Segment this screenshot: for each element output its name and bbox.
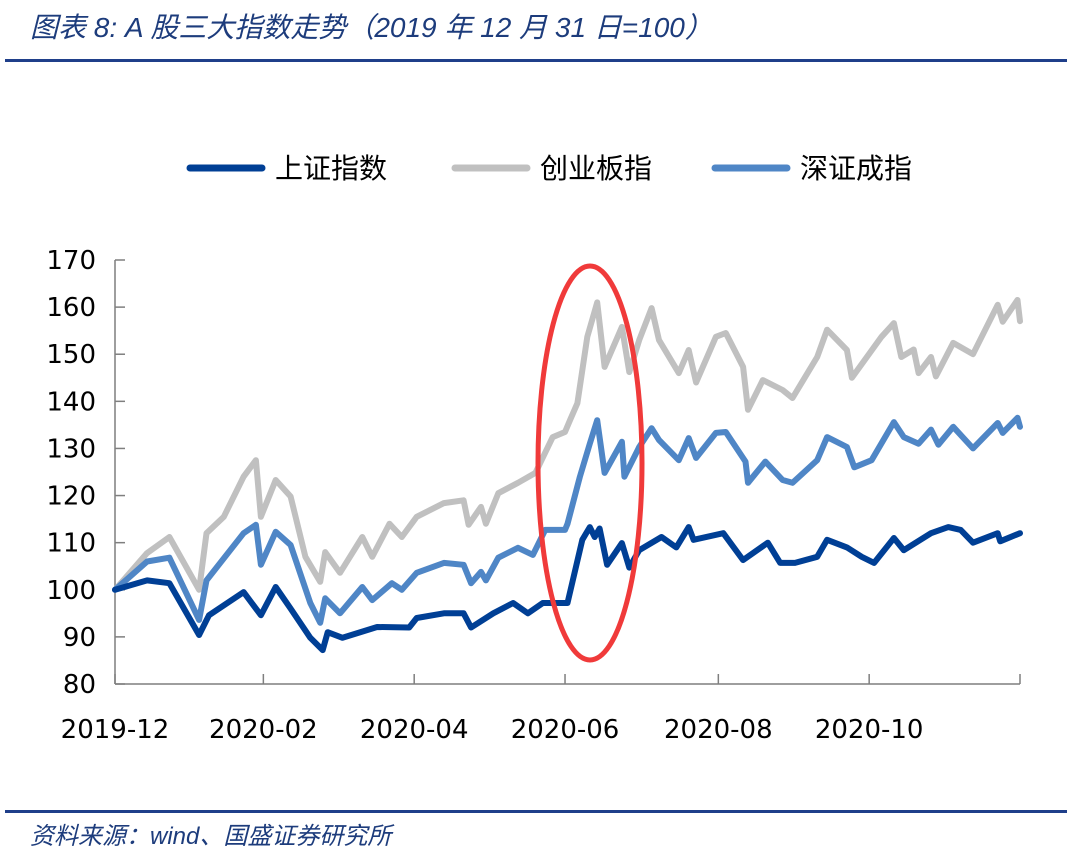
y-tick-label: 80 [63,670,96,700]
legend-label-0: 上证指数 [275,153,387,184]
series-line-1 [112,297,1023,593]
y-tick-label: 90 [63,623,96,653]
legend-label-1: 创业板指 [540,153,652,184]
chart-title: 图表 8: A 股三大指数走势（2019 年 12 月 31 日=100） [30,12,713,43]
x-tick-label: 2020-08 [664,715,773,745]
x-tick-label: 2020-06 [511,715,620,745]
axes: 80 90 100 110 120 130 140 150 160 170 2019-12 2020-… [46,246,1021,745]
y-tick-label: 170 [46,246,96,276]
y-tick-label: 140 [46,387,96,417]
y-tick-label: 150 [46,340,96,370]
y-tick-label: 120 [46,482,96,512]
legend-label-2: 深证成指 [800,153,912,184]
x-tick-label: 2020-04 [360,715,469,745]
x-tick-label: 2020-10 [815,715,924,745]
header-divider [5,59,1067,62]
source-note: 资料来源：wind、国盛证券研究所 [30,823,392,850]
x-tick-label: 2020-02 [209,715,318,745]
legend: 上证指数 创业板指 深证成指 [186,153,912,184]
series-line-0 [112,524,1023,654]
y-tick-label: 100 [46,576,96,606]
footer-divider [5,810,1067,813]
x-tick-label: 2019-12 [61,715,170,745]
highlight-ellipse [535,263,645,663]
y-tick-label: 130 [46,434,96,464]
y-tick-label: 160 [46,293,96,323]
series-lines [112,297,1023,654]
y-tick-label: 110 [46,529,96,559]
series-line-2 [112,414,1023,626]
